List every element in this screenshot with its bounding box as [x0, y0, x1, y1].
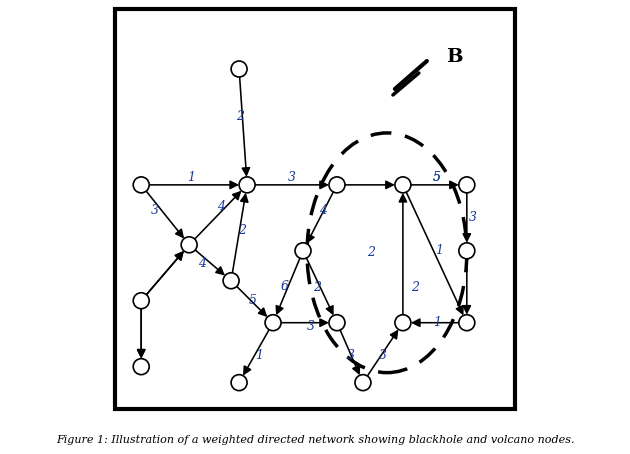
Text: 3: 3	[289, 171, 296, 184]
Text: 4: 4	[319, 204, 327, 217]
Circle shape	[355, 375, 371, 390]
Circle shape	[329, 177, 345, 193]
Text: 3: 3	[379, 350, 387, 362]
Text: 3: 3	[347, 350, 355, 362]
Text: 5: 5	[249, 294, 257, 307]
Text: 3: 3	[307, 320, 315, 333]
Text: 5: 5	[433, 171, 441, 184]
Text: 2: 2	[236, 110, 244, 123]
Circle shape	[133, 359, 149, 375]
Circle shape	[265, 315, 281, 331]
Text: 1: 1	[187, 171, 195, 184]
Text: 6: 6	[281, 280, 289, 293]
Text: B: B	[447, 48, 463, 66]
Text: Figure 1: Illustration of a weighted directed network showing blackhole and volc: Figure 1: Illustration of a weighted dir…	[55, 435, 575, 445]
Circle shape	[239, 177, 255, 193]
Circle shape	[133, 177, 149, 193]
Circle shape	[181, 237, 197, 253]
Text: 3: 3	[469, 211, 477, 224]
Circle shape	[295, 243, 311, 259]
Circle shape	[329, 315, 345, 331]
FancyBboxPatch shape	[115, 9, 515, 409]
Text: 3: 3	[151, 204, 159, 217]
Circle shape	[231, 375, 247, 390]
Text: 4: 4	[198, 257, 207, 271]
Circle shape	[223, 273, 239, 289]
Text: 2: 2	[238, 224, 246, 237]
Text: 1: 1	[433, 316, 441, 329]
Text: 2: 2	[411, 281, 419, 295]
Text: 5: 5	[433, 171, 441, 184]
Circle shape	[395, 177, 411, 193]
Circle shape	[133, 293, 149, 309]
Text: 2: 2	[313, 281, 321, 295]
Circle shape	[231, 61, 247, 77]
Text: 1: 1	[255, 350, 263, 362]
Text: 2: 2	[367, 246, 375, 259]
Circle shape	[459, 315, 475, 331]
Text: 1: 1	[435, 244, 443, 257]
Text: 4: 4	[217, 200, 225, 213]
Circle shape	[459, 177, 475, 193]
Circle shape	[459, 243, 475, 259]
Circle shape	[395, 315, 411, 331]
